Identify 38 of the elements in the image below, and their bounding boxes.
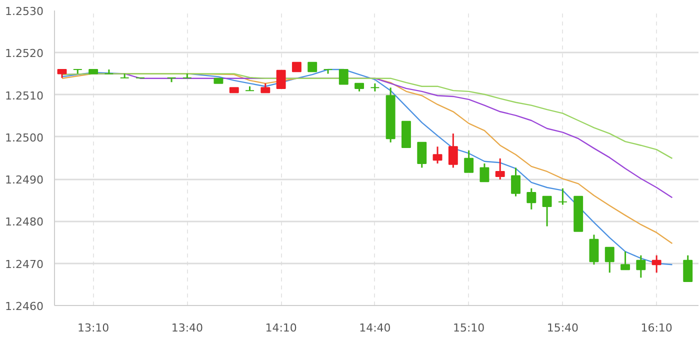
candlestick: [308, 62, 318, 72]
candlestick: [542, 196, 552, 228]
y-tick-label: 1.2510: [5, 89, 44, 102]
x-tick-label: 16:10: [640, 322, 672, 334]
candlestick: [620, 250, 630, 270]
candlestick: [260, 82, 270, 94]
x-tick-label: 15:40: [546, 322, 579, 334]
y-tick-label: 1.2460: [5, 300, 44, 313]
y-tick-label: 1.2500: [5, 131, 44, 144]
candlestick: [526, 188, 536, 210]
x-tick-label: 13:10: [77, 322, 110, 334]
candlestick: [292, 62, 302, 72]
candlestick: [604, 246, 614, 274]
x-tick-label: 14:10: [265, 322, 297, 334]
candlestick: [464, 150, 474, 174]
y-tick-label: 1.2490: [5, 174, 44, 187]
x-tick-label: 13:40: [171, 322, 204, 334]
x-tick-label: 15:10: [452, 322, 485, 334]
candlestick: [683, 254, 693, 282]
y-tick-label: 1.2470: [5, 258, 44, 271]
candlestick: [276, 70, 286, 89]
candlestick: [120, 72, 130, 79]
candlestick: [636, 254, 646, 278]
candlestick: [511, 166, 520, 198]
y-tick-label: 1.2480: [5, 216, 44, 229]
candlestick: [417, 142, 427, 168]
candlestick: [480, 162, 490, 182]
y-tick-label: 1.2530: [5, 5, 44, 18]
candlestick: [448, 132, 458, 168]
x-tick-label: 14:40: [359, 322, 391, 334]
candlestick: [182, 72, 192, 79]
candlestick: [558, 188, 568, 206]
candlestick: [652, 254, 662, 274]
candlestick: [495, 158, 505, 180]
candlestick: [589, 234, 599, 266]
candlestick: [432, 146, 442, 164]
candlestick: [338, 69, 348, 85]
y-tick-label: 1.2520: [5, 47, 44, 60]
